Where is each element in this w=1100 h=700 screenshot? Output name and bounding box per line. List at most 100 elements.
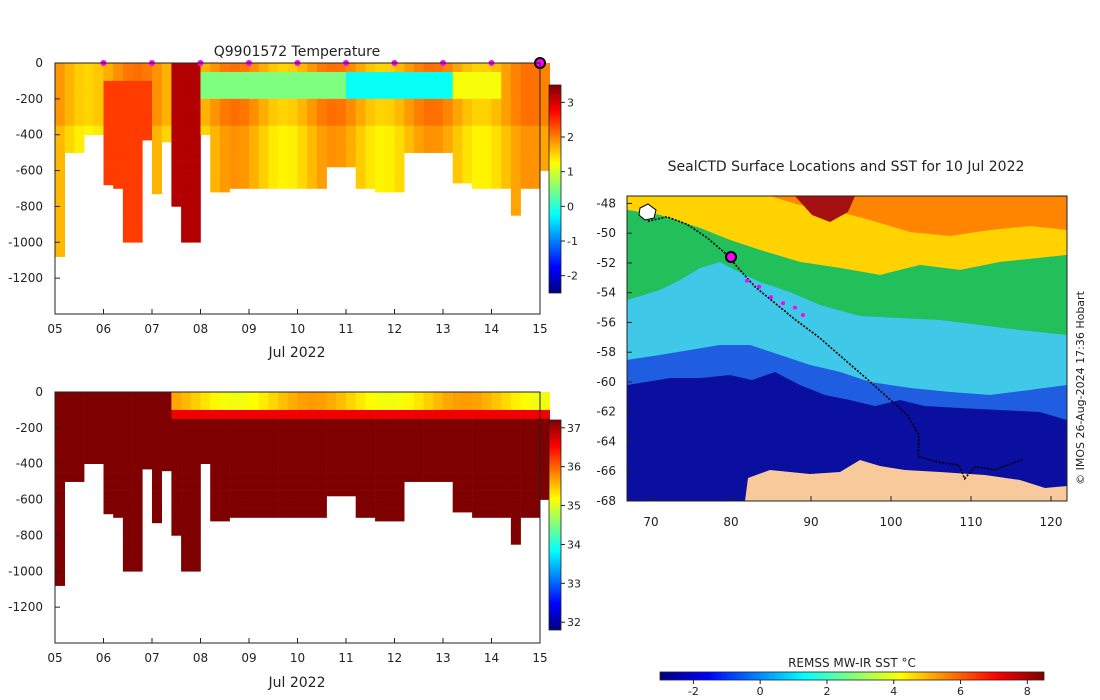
temperature-cell — [472, 134, 483, 144]
temperature-cell — [501, 125, 512, 136]
temperature-cell — [190, 143, 201, 153]
salinity-cell — [297, 508, 308, 518]
salinity-cell — [229, 400, 240, 411]
temperature-cell — [297, 161, 308, 171]
temperature-cell — [113, 125, 124, 136]
salinity-cell — [297, 418, 308, 429]
x-tick-label: 06 — [96, 651, 111, 665]
y-tick-label: -200 — [16, 421, 43, 435]
temperature-cell — [355, 152, 366, 162]
salinity-cell — [219, 392, 230, 402]
salinity-cell — [132, 392, 143, 402]
temperature-cell — [297, 71, 308, 82]
temperature-cell — [307, 63, 318, 73]
temperature-cell — [210, 98, 221, 109]
temperature-cell — [287, 143, 298, 153]
temperature-cell — [268, 170, 279, 180]
salinity-cell — [122, 517, 133, 527]
temperature-cell — [64, 116, 75, 127]
temperature-cell — [122, 206, 133, 216]
salinity-cell — [443, 400, 453, 411]
temperature-cell — [268, 134, 279, 144]
temperature-cell — [84, 80, 95, 91]
salinity-cell — [181, 392, 192, 402]
salinity-cell — [210, 499, 221, 509]
salinity-cell — [491, 418, 502, 429]
salinity-cell — [258, 499, 269, 509]
temperature-cell — [481, 152, 492, 162]
temperature-cell — [316, 161, 327, 171]
temperature-cell — [122, 116, 133, 127]
salinity-cell — [336, 427, 347, 438]
temperature-cell — [540, 152, 550, 162]
temperature-cell — [152, 89, 162, 100]
temperature-cell — [249, 98, 259, 109]
temperature-cell — [113, 107, 124, 118]
salinity-cell — [510, 454, 521, 465]
temperature-cell — [161, 63, 172, 73]
salinity-cell — [491, 400, 502, 411]
salinity-cell — [229, 392, 240, 402]
temperature-cell — [190, 215, 201, 225]
salinity-cell — [55, 544, 65, 554]
temperature-cell — [132, 143, 143, 153]
salinity-cell — [316, 436, 327, 447]
salinity-cell — [375, 409, 386, 420]
temperature-cell — [316, 152, 327, 162]
temperature-cell — [113, 161, 124, 171]
temperature-cell — [355, 116, 366, 127]
salinity-cell — [530, 427, 541, 438]
temperature-cell — [375, 71, 386, 82]
salinity-cell — [540, 418, 550, 429]
salinity-cell — [103, 472, 114, 482]
salinity-cell — [219, 409, 230, 420]
temperature-cell — [501, 98, 512, 109]
temperature-cell — [287, 80, 298, 91]
temperature-cell — [74, 143, 85, 153]
temperature-cell — [229, 125, 240, 136]
temperature-cell — [423, 125, 434, 136]
temperature-cell — [122, 89, 133, 100]
salinity-cell — [113, 490, 124, 500]
salinity-cell — [152, 409, 162, 420]
salinity-cell — [384, 418, 395, 429]
sst-colorbar — [659, 671, 1045, 681]
salinity-cell — [84, 427, 95, 438]
temperature-cell — [278, 152, 289, 162]
salinity-cell — [239, 418, 250, 429]
salinity-cell — [394, 508, 405, 518]
temperature-cell — [462, 89, 473, 100]
temperature-cell — [452, 80, 463, 91]
salinity-cell — [510, 445, 521, 456]
salinity-cell — [239, 463, 250, 473]
temperature-cell — [510, 197, 521, 207]
salinity-cell — [268, 436, 279, 447]
colorbar-tick-label: 37 — [567, 422, 581, 435]
salinity-cell — [181, 436, 192, 447]
salinity-cell — [336, 409, 347, 420]
temperature-cell — [316, 63, 327, 73]
temperature-cell — [384, 188, 395, 193]
salinity-cell — [268, 508, 279, 518]
salinity-cell — [423, 418, 434, 429]
temperature-cell — [316, 179, 327, 189]
temperature-cell — [472, 116, 483, 127]
temperature-cell — [297, 80, 308, 91]
salinity-cell — [433, 409, 444, 420]
temperature-cell — [55, 233, 65, 243]
temperature-cell — [287, 134, 298, 144]
salinity-cell — [55, 499, 65, 509]
temperature-cell — [229, 161, 240, 171]
salinity-cell — [375, 517, 386, 522]
salinity-cell — [452, 454, 463, 465]
salinity-cell — [307, 418, 318, 429]
temperature-cell — [229, 98, 240, 109]
salinity-cell — [316, 427, 327, 438]
recent-locations — [745, 278, 805, 318]
salinity-cell — [404, 400, 415, 411]
salinity-cell — [326, 463, 337, 473]
salinity-cell — [132, 481, 143, 491]
temperature-cell — [55, 152, 65, 162]
salinity-cell — [540, 409, 550, 420]
temperature-cell — [152, 125, 162, 136]
